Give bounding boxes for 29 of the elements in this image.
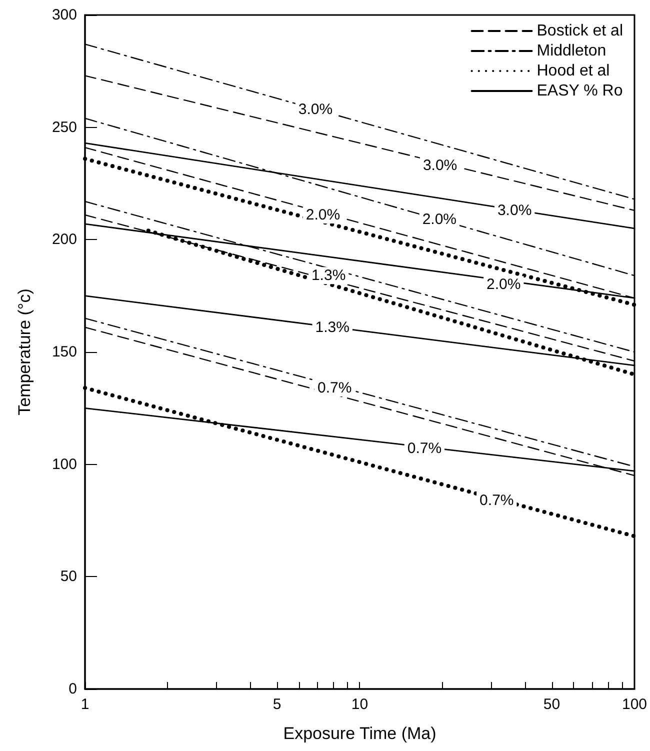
- legend-label: Bostick et al: [536, 22, 624, 40]
- y-tick-label: 200: [52, 231, 77, 248]
- annotation: 0.7%: [407, 440, 442, 458]
- annotation: 1.3%: [311, 267, 346, 284]
- annotation: 0.7%: [480, 492, 514, 509]
- y-tick-label: 50: [60, 568, 77, 586]
- y-tick-label: 300: [52, 6, 77, 24]
- annotation: 2.0%: [422, 210, 457, 228]
- x-tick-label: 10: [351, 696, 368, 713]
- x-tick-label: 50: [543, 696, 560, 713]
- legend-label: EASY % Ro: [536, 82, 623, 100]
- y-tick-label: 0: [68, 680, 77, 698]
- y-tick-label: 100: [52, 456, 77, 473]
- y-tick-label: 250: [52, 118, 77, 136]
- annotation: 3.0%: [497, 202, 532, 219]
- x-tick-label: 100: [622, 696, 647, 713]
- annotation: 0.7%: [318, 379, 352, 396]
- legend-label: Middleton: [536, 42, 606, 60]
- annotation: 3.0%: [422, 157, 458, 174]
- x-tick-label: 1: [80, 696, 90, 713]
- legend-label: Hood et al: [536, 62, 610, 80]
- annotation: 1.3%: [315, 318, 350, 336]
- y-tick-label: 150: [52, 344, 77, 360]
- annotation: 2.0%: [306, 206, 340, 224]
- x-axis-title: Exposure Time (Ma): [283, 724, 436, 743]
- annotation: 3.0%: [298, 100, 333, 118]
- y-axis-title: Temperature (°c): [15, 288, 34, 416]
- x-tick-label: 5: [272, 696, 282, 713]
- annotation: 2.0%: [486, 276, 521, 294]
